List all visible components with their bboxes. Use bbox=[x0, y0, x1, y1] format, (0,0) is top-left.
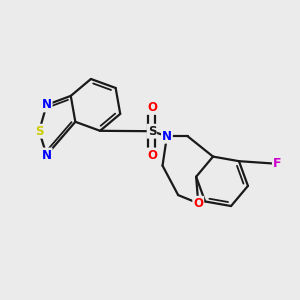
Text: O: O bbox=[147, 101, 157, 114]
Text: N: N bbox=[42, 98, 52, 111]
Text: N: N bbox=[162, 130, 172, 143]
Text: N: N bbox=[42, 148, 52, 161]
Text: S: S bbox=[148, 125, 156, 138]
Text: O: O bbox=[147, 148, 157, 161]
Text: O: O bbox=[193, 197, 203, 210]
Text: S: S bbox=[35, 125, 44, 138]
Text: F: F bbox=[273, 157, 281, 170]
